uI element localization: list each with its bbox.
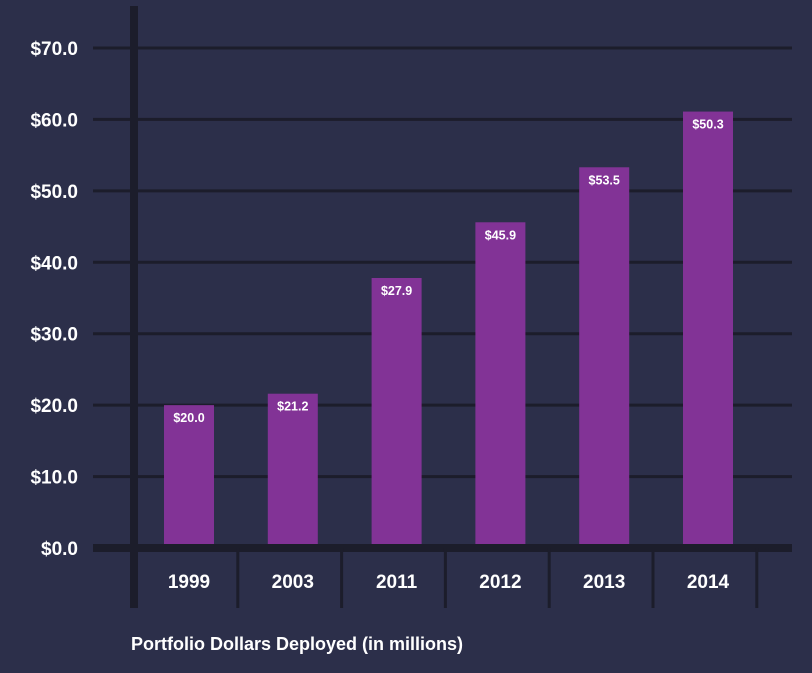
bar-1999 [164,405,214,548]
data-label-2012: $45.9 [485,228,516,242]
bar-2012 [475,222,526,549]
y-tick-label-60: $60.0 [30,110,78,131]
y-tick-label-30: $30.0 [30,325,78,346]
y-tick-label-70: $70.0 [30,39,78,60]
y-tick-label-40: $40.0 [30,253,78,274]
bar-2003 [267,393,318,548]
y-tick-label-10: $10.0 [30,468,78,489]
x-tick-label-2014: 2014 [687,572,730,593]
x-tick-label-1999: 1999 [168,572,210,593]
data-label-1999: $20.0 [173,411,204,425]
x-axis-title: Portfolio Dollars Deployed (in millions) [131,634,464,654]
bar-2013 [579,167,630,549]
y-tick-label-20: $20.0 [30,396,78,417]
bar-2011 [371,278,422,548]
x-tick-label-2012: 2012 [479,572,521,593]
bar-2014 [683,111,733,549]
x-tick-label-2013: 2013 [583,572,625,593]
x-tick-label-2011: 2011 [376,572,418,593]
y-tick-label-0: $0.0 [41,539,78,560]
data-label-2014: $50.3 [692,118,723,132]
data-label-2003: $21.2 [277,400,308,414]
y-tick-label-50: $50.0 [30,182,78,203]
data-label-2011: $27.9 [381,284,412,298]
x-tick-label-2003: 2003 [272,572,314,593]
data-label-2013: $53.5 [589,173,620,187]
